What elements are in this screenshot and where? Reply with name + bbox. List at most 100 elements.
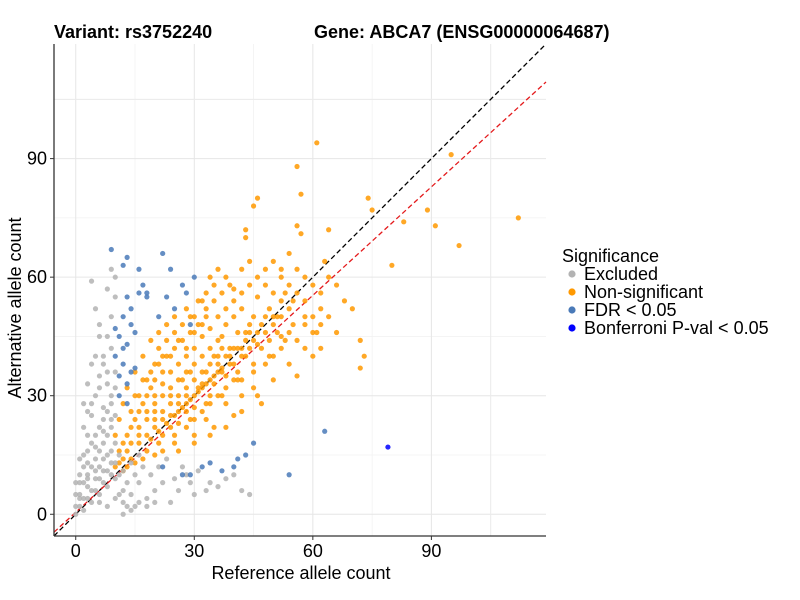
point-fdr-0-05: [243, 452, 249, 458]
point-excluded: [152, 499, 158, 506]
point-non-significant: [239, 408, 245, 415]
point-non-significant: [357, 365, 363, 371]
point-non-significant: [187, 369, 193, 375]
point-excluded: [183, 472, 189, 478]
point-non-significant: [219, 345, 225, 351]
point-non-significant: [167, 385, 174, 391]
point-excluded: [96, 476, 103, 482]
point-non-significant: [203, 369, 209, 375]
point-fdr-0-05: [124, 381, 130, 387]
point-non-significant: [326, 274, 332, 280]
point-non-significant: [152, 416, 158, 423]
point-excluded: [191, 491, 197, 498]
point-non-significant: [183, 424, 189, 430]
point-excluded: [112, 274, 118, 280]
point-fdr-0-05: [199, 464, 205, 470]
point-non-significant: [215, 393, 221, 399]
x-axis-label: Reference allele count: [211, 563, 390, 583]
point-excluded: [136, 480, 142, 486]
point-non-significant: [183, 385, 189, 391]
point-non-significant: [290, 298, 296, 304]
point-non-significant: [207, 325, 213, 332]
point-non-significant: [278, 266, 284, 272]
point-excluded: [100, 468, 106, 474]
point-fdr-0-05: [219, 468, 225, 474]
point-excluded: [88, 440, 95, 446]
point-non-significant: [160, 353, 166, 359]
point-non-significant: [199, 298, 205, 304]
point-non-significant: [247, 329, 253, 336]
point-excluded: [104, 408, 110, 415]
point-non-significant: [156, 329, 162, 336]
point-non-significant: [278, 274, 284, 280]
point-fdr-0-05: [112, 353, 118, 359]
x-tick-label: 0: [71, 541, 81, 561]
point-non-significant: [211, 298, 217, 304]
point-non-significant: [247, 282, 253, 288]
point-excluded: [112, 476, 118, 482]
point-non-significant: [199, 353, 205, 359]
point-non-significant: [148, 369, 154, 375]
point-non-significant: [167, 353, 174, 359]
point-excluded: [112, 460, 118, 466]
point-fdr-0-05: [207, 460, 213, 466]
point-excluded: [88, 464, 95, 470]
point-non-significant: [183, 353, 189, 359]
point-fdr-0-05: [250, 440, 257, 446]
point-excluded: [100, 361, 106, 367]
point-non-significant: [262, 361, 269, 367]
point-excluded: [104, 432, 110, 438]
point-non-significant: [191, 361, 197, 367]
point-non-significant: [227, 345, 233, 351]
point-non-significant: [156, 361, 162, 367]
point-non-significant: [203, 314, 209, 320]
point-excluded: [73, 503, 79, 509]
point-non-significant: [128, 440, 134, 446]
point-non-significant: [223, 321, 229, 328]
point-excluded: [92, 353, 99, 359]
point-excluded: [171, 476, 178, 482]
point-non-significant: [235, 369, 241, 375]
point-non-significant: [231, 361, 237, 367]
point-non-significant: [318, 345, 324, 351]
point-non-significant: [254, 393, 261, 399]
point-excluded: [77, 456, 83, 462]
point-non-significant: [258, 401, 265, 407]
point-excluded: [136, 499, 142, 506]
point-non-significant: [515, 215, 521, 221]
point-non-significant: [152, 377, 158, 383]
point-excluded: [136, 452, 142, 458]
point-non-significant: [167, 401, 174, 407]
point-excluded: [120, 511, 126, 517]
data-points: [73, 140, 521, 517]
point-excluded: [132, 472, 138, 478]
point-non-significant: [116, 448, 122, 454]
point-non-significant: [215, 369, 221, 375]
point-non-significant: [294, 223, 300, 229]
point-excluded: [144, 495, 150, 502]
point-excluded: [120, 499, 126, 506]
point-non-significant: [243, 227, 249, 233]
point-non-significant: [231, 286, 237, 292]
point-non-significant: [424, 207, 431, 213]
point-non-significant: [215, 353, 221, 359]
point-excluded: [84, 460, 91, 466]
point-non-significant: [136, 432, 142, 438]
point-non-significant: [128, 456, 134, 462]
point-non-significant: [215, 314, 221, 320]
point-non-significant: [195, 321, 201, 328]
point-non-significant: [191, 432, 197, 438]
point-non-significant: [432, 223, 438, 229]
point-fdr-0-05: [171, 306, 178, 312]
point-non-significant: [282, 290, 288, 296]
legend-key-non-significant: [568, 288, 576, 296]
point-excluded: [96, 448, 103, 454]
point-fdr-0-05: [116, 393, 122, 399]
point-fdr-0-05: [128, 369, 134, 375]
point-non-significant: [199, 385, 205, 391]
point-non-significant: [349, 306, 355, 312]
point-fdr-0-05: [108, 246, 114, 253]
point-non-significant: [314, 329, 320, 336]
point-non-significant: [112, 464, 118, 470]
point-non-significant: [183, 306, 189, 312]
